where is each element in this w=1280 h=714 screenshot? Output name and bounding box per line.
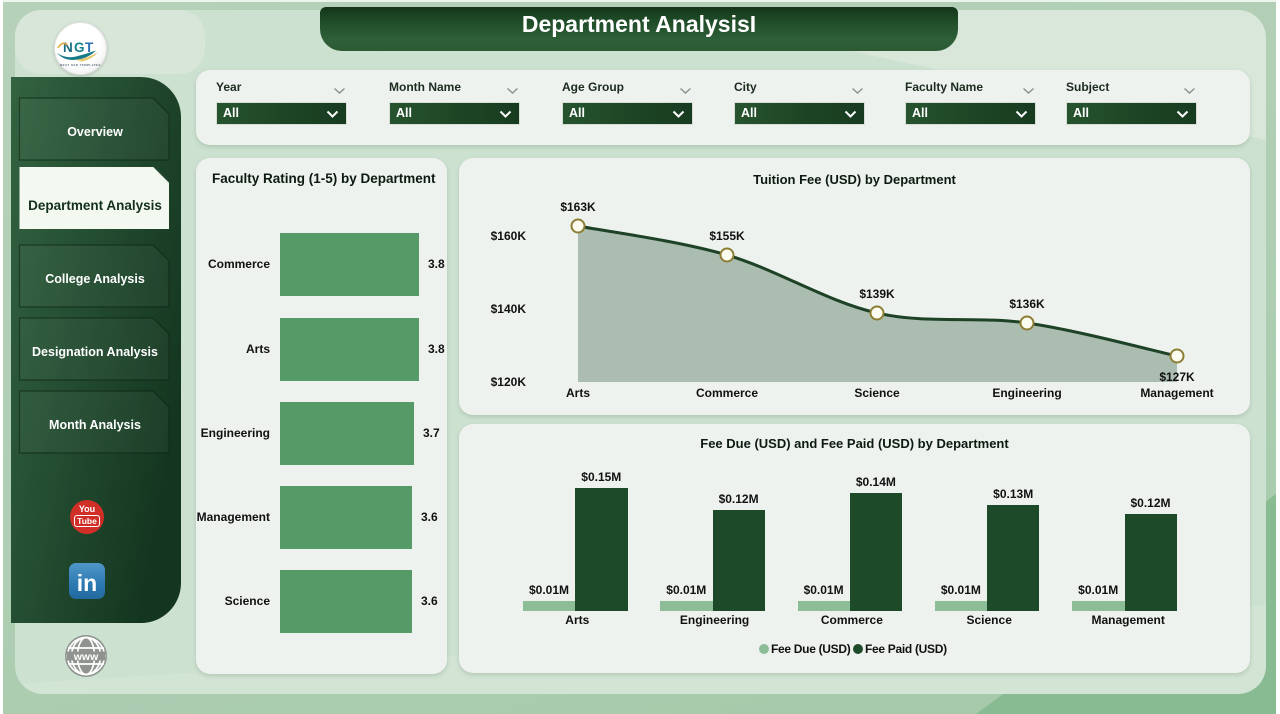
svg-text:N: N (63, 40, 73, 55)
svg-text:www: www (73, 651, 99, 663)
svg-text:G: G (74, 40, 85, 55)
svg-text:T: T (85, 40, 94, 55)
svg-text:NEXT GEN TEMPLATES: NEXT GEN TEMPLATES (60, 63, 101, 67)
